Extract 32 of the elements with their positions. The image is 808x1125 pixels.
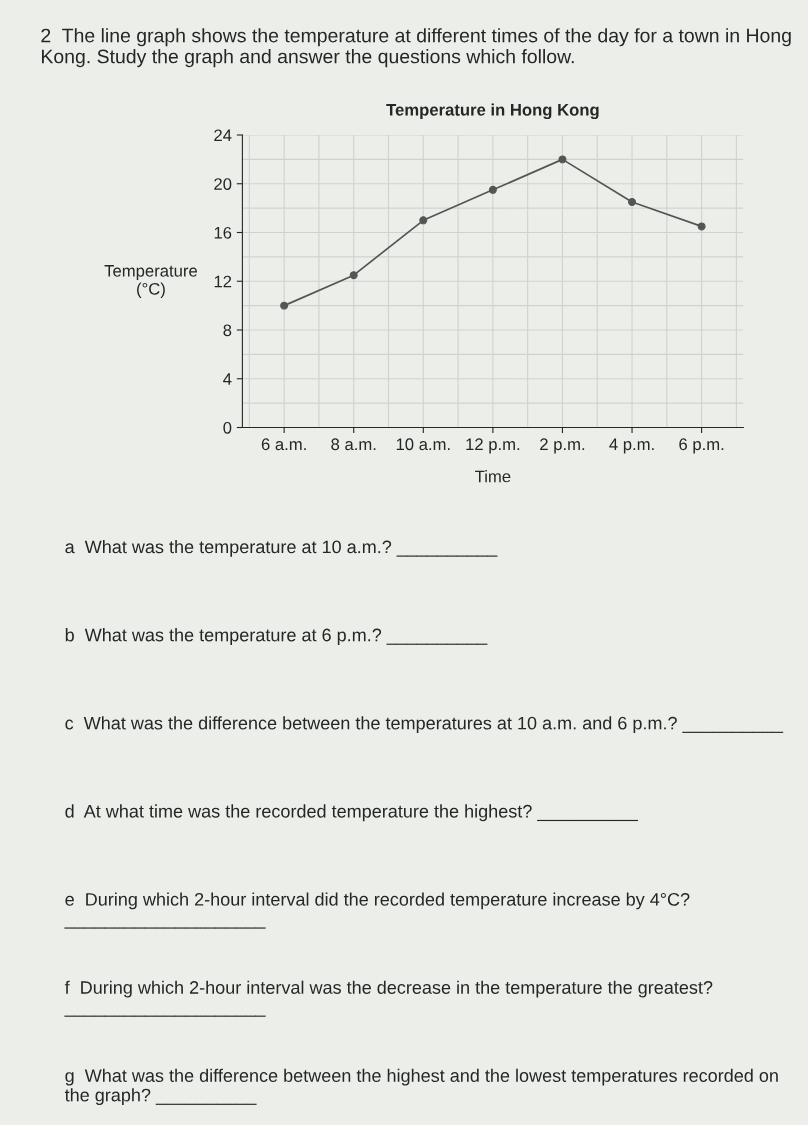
y-axis-title: Temperature (°C) (104, 265, 197, 298)
text: 2 The line graph shows the temperature at different times of the day for a town in Hong Kong. Study the graph and answer the questions which follow. (41, 28, 791, 68)
point (697, 222, 706, 231)
x-tick-label: 2 p.m. (540, 438, 585, 454)
text: g What was the difference between the highest and the lowest temperatures recorded on the graph? __________ (64, 1068, 778, 1106)
x-tick-label: 8 a.m. (331, 438, 376, 451)
x-tick-label: 10 a.m. (396, 438, 450, 451)
y-tick-label: 16 (214, 226, 232, 239)
x-tick-label: 6 p.m. (679, 438, 724, 454)
chart-title: Temperature in Hong Kong (386, 103, 599, 120)
text: a What was the temperature at 10 a.m.? __________ (65, 540, 498, 557)
point (488, 185, 497, 194)
x-tick-label: 12 p.m. (466, 438, 520, 454)
x-axis-title: Time (475, 470, 511, 483)
point (628, 198, 637, 207)
text: c What was the difference between the temperatures at 10 a.m. and 6 p.m.? __________ (65, 716, 784, 734)
point (558, 155, 567, 164)
x-tick-label: 6 a.m. (261, 438, 306, 451)
y-tick-label: 12 (214, 275, 232, 288)
y-tick-label: 8 (223, 324, 232, 337)
y-tick-label: 20 (214, 178, 232, 190)
y-tick-label: 4 (223, 373, 232, 385)
point (419, 216, 428, 225)
point (280, 301, 289, 310)
x-tick-label: 4 p.m. (609, 438, 654, 454)
text: d At what time was the recorded temperature the highest? __________ (65, 804, 638, 822)
text: f During which 2-hour interval was the decrease in the temperature the greatest? ____________________ (64, 980, 713, 1017)
y-tick-label: 0 (223, 421, 232, 434)
point (349, 271, 358, 280)
text: e During which 2-hour interval did the recorded temperature increase by 4°C? ____________________ (64, 892, 690, 929)
y-tick-label: 24 (214, 129, 232, 142)
text: b What was the temperature at 6 p.m.? __________ (65, 628, 488, 645)
